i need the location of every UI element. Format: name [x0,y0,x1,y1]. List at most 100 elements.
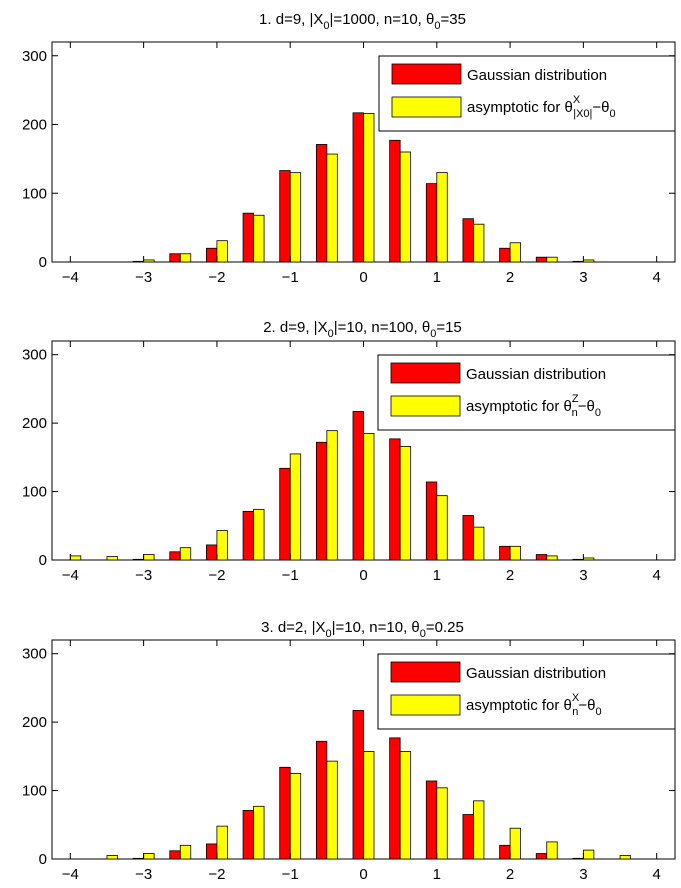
bar-series1-x3 [572,558,584,561]
legend: Gaussian distribution asymptotic for θX |X… [378,55,676,132]
y-tick-label: 300 [22,646,47,663]
y-tick-label: 100 [22,185,47,202]
x-tick-label: −3 [135,866,152,883]
x-tick-label: 0 [359,866,367,883]
x-tick-label: 4 [653,567,661,584]
bar-series1-x-1 [279,170,291,263]
bar-series1-x-1.5 [242,810,254,860]
legend-swatch-series1 [390,362,461,384]
y-tick-label: 300 [22,347,47,364]
bar-series2-x1 [436,495,448,561]
bar-series1-x-3 [132,857,145,860]
y-tick-label: 300 [22,48,47,65]
bar-series1-x2 [499,247,511,263]
bar-series2-x2.5 [546,841,558,860]
bar-series1-x2.5 [535,554,548,561]
chart-panel-2: 2. d=9, |X0|=10, n=100, θ0=15 −4 −3 −2 −1 0 1 2… [22,319,676,584]
legend-label-series1: Gaussian distribution [466,665,606,682]
x-tick-label: 3 [579,866,587,883]
x-tick-label: −2 [208,567,225,584]
x-tick-label: 1 [433,567,441,584]
bar-series2-x0.5 [399,151,412,263]
bar-series2-x-2.5 [179,253,192,263]
bar-series1-x2.5 [535,853,548,860]
bar-series1-x-3 [132,558,145,561]
bar-series2-x3 [582,557,595,561]
bar-series2-x-3 [143,554,155,561]
bar-series2-x2 [509,242,521,263]
x-tick-label: −2 [208,866,225,883]
chart-title: 3. d=2, |X0|=10, n=10, θ0=0.25 [261,619,464,640]
chart-title: 2. d=9, |X0|=10, n=100, θ0=15 [263,319,462,340]
bar-series1-x0.5 [389,438,401,561]
x-tick-label: −4 [62,866,79,883]
bar-series1-x-2 [206,544,218,561]
bar-series1-x-2.5 [169,850,181,860]
chart-panel-1: 1. d=9, |X0|=1000, n=10, θ0=35 −4 −3 −2 −1 0 1… [22,11,676,286]
x-tick-label: 4 [653,866,661,883]
y-tick-label: 0 [39,552,47,569]
legend: Gaussian distribution asymptotic for θZ n−… [377,354,676,431]
bar-series1-x1 [425,481,438,561]
x-tick-label: 2 [506,567,514,584]
bar-series2-x-0.5 [326,153,338,263]
bar-series2-x2 [509,827,521,860]
x-tick-label: 3 [579,269,587,286]
bar-series2-x-4 [69,555,82,561]
x-tick-label: −1 [282,269,299,286]
legend-swatch-series2 [390,395,461,417]
bar-series1-x1.5 [462,218,474,263]
bar-series2-x-3 [143,259,155,263]
bar-series1-x0.5 [389,737,401,860]
bar-series1-x3 [572,260,584,263]
bar-series2-x1 [436,172,448,263]
legend-swatch-series2 [391,96,462,118]
bar-series1-x3 [572,857,584,860]
x-tick-label: −4 [62,567,79,584]
bar-series2-x1.5 [473,800,485,860]
x-tick-label: 2 [506,269,514,286]
x-tick-label: 2 [506,866,514,883]
legend: Gaussian distribution asymptotic for θX n−… [377,653,676,730]
x-tick-label: 0 [359,269,367,286]
bar-series2-x-1.5 [253,805,265,860]
bar-series1-x-1 [279,467,291,561]
bar-series1-x1.5 [462,814,474,860]
bar-series1-x-1.5 [242,511,254,561]
bar-series2-x-3 [143,853,155,860]
x-tick-label: −3 [135,567,152,584]
bar-series1-x-2 [206,843,218,860]
bar-series2-x1.5 [473,223,485,263]
bar-series2-x0 [363,113,375,263]
bar-series1-x0 [352,112,364,263]
legend-label-series1: Gaussian distribution [466,366,606,383]
bar-series1-x-2.5 [169,551,181,561]
bar-series2-x-1.5 [253,508,265,561]
y-tick-label: 200 [22,117,47,134]
bar-series2-x3 [582,849,595,860]
bar-series1-x-2 [206,247,218,263]
bar-series2-x-1 [289,172,302,263]
bar-series1-x1 [425,780,438,860]
bar-series1-x2.5 [535,256,548,263]
y-tick-label: 0 [39,254,47,271]
bar-series2-x0 [363,432,375,561]
y-tick-label: 100 [22,484,47,501]
bar-series2-x-2.5 [179,844,192,860]
bar-series1-x-0.5 [315,441,328,561]
bar-series2-x0 [363,751,375,860]
y-tick-label: 200 [22,714,47,731]
bar-series1-x-0.5 [315,144,328,263]
legend-swatch-series1 [391,63,462,85]
y-tick-label: 100 [22,783,47,800]
x-tick-label: 1 [433,269,441,286]
bar-series1-x0 [352,411,364,561]
y-tick-label: 200 [22,415,47,432]
legend-label-series1: Gaussian distribution [467,67,607,84]
legend-label-series2: asymptotic for θX n−θ0 [466,692,602,718]
bar-series1-x-1.5 [242,212,254,263]
bar-series1-x-3 [132,260,145,263]
bar-series2-x1.5 [473,526,485,561]
bar-series2-x3.5 [619,855,631,860]
